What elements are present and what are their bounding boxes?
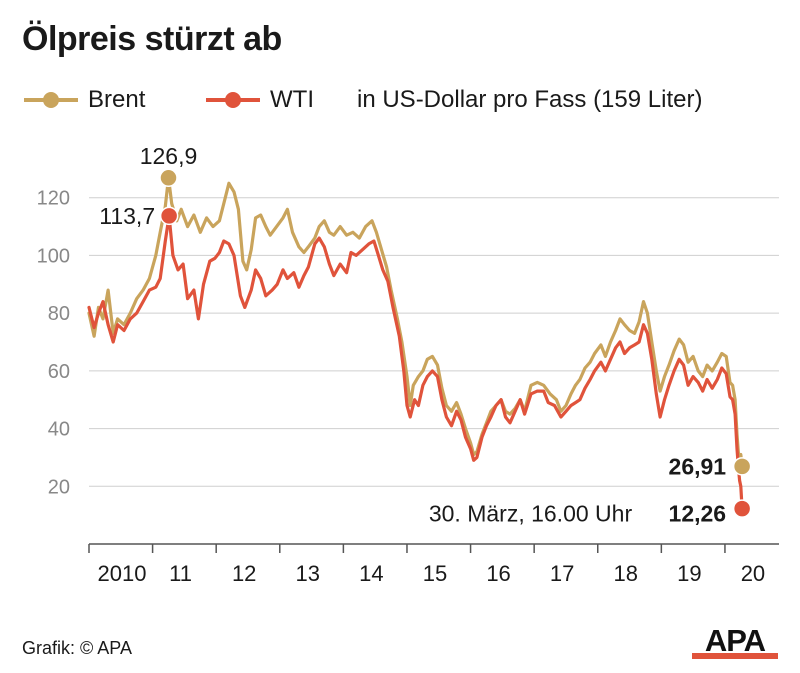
- legend-swatch-wti: [206, 92, 260, 108]
- series-line-wti: [87, 214, 744, 511]
- legend-label-brent: Brent: [88, 86, 146, 113]
- apa-logo: APA: [692, 624, 778, 659]
- x-tick-label: 15: [423, 561, 447, 586]
- marker-wti-1: [159, 206, 179, 226]
- chart-unit-label: in US-Dollar pro Fass (159 Liter): [357, 86, 703, 113]
- x-tick-label: 20: [741, 561, 765, 586]
- x-tick-label: 13: [296, 561, 320, 586]
- x-tick-label: 2010: [98, 561, 147, 586]
- y-tick-label: 80: [48, 303, 70, 325]
- annotation-label: 113,7: [99, 203, 155, 229]
- annotation-label: 126,9: [140, 143, 198, 169]
- x-tick-label: 14: [359, 561, 383, 586]
- chart-legend: Brent WTI: [22, 84, 782, 116]
- apa-logo-text: APA: [705, 624, 766, 658]
- y-tick-label: 40: [48, 419, 70, 441]
- chart-annotations: 126,9 113,7 26,91 12,26 30. März, 16.00 Uhr: [99, 143, 752, 527]
- annotation-label: 12,26: [669, 501, 727, 527]
- legend-item-wti: WTI: [204, 84, 314, 116]
- x-tick-label: 12: [232, 561, 256, 586]
- annotation-label: 30. März, 16.00 Uhr: [429, 501, 633, 527]
- legend-label-wti: WTI: [270, 86, 314, 113]
- grid-lines: [89, 197, 779, 487]
- marker-brent-2: [732, 457, 752, 476]
- x-tick-label: 19: [677, 561, 701, 586]
- y-tick-label: 60: [48, 361, 70, 383]
- y-tick-label: 120: [37, 188, 70, 210]
- x-tick-label: 16: [486, 561, 510, 586]
- legend-item-brent: Brent: [22, 84, 145, 116]
- y-tick-label: 100: [37, 245, 70, 267]
- series-line-brent: [87, 176, 744, 468]
- legend-swatch-brent: [24, 92, 78, 108]
- footer-credit: Grafik: © APA: [22, 638, 132, 658]
- x-tick-label: 11: [169, 561, 192, 586]
- marker-wti-3: [732, 499, 752, 518]
- marker-brent-0: [159, 168, 178, 188]
- x-axis: 2010 11 12 13 14 15 16 17 18 19 20: [88, 543, 779, 586]
- apa-logo-bar: [692, 653, 778, 659]
- x-tick-label: 17: [550, 561, 574, 586]
- y-axis-ticks: 20 40 60 80 100 120: [37, 188, 70, 499]
- chart-series: [87, 176, 744, 511]
- chart-title: Ölpreis stürzt ab: [22, 20, 282, 58]
- x-tick-label: 18: [614, 561, 638, 586]
- annotation-label: 26,91: [669, 453, 727, 479]
- y-tick-label: 20: [48, 476, 70, 498]
